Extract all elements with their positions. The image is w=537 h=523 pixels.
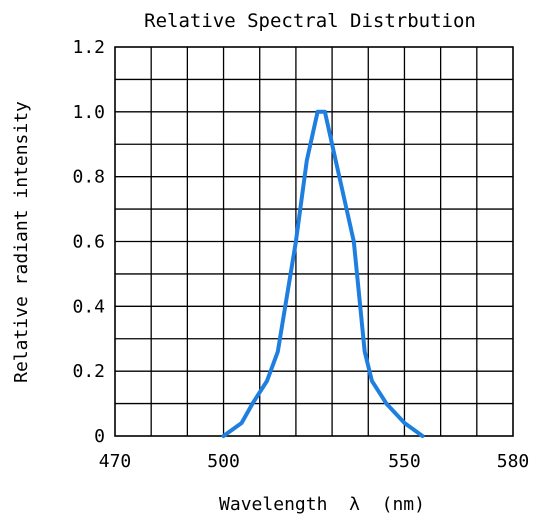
y-tick-label: 0.6 [72,232,105,253]
y-tick-label: 1.2 [72,37,105,58]
y-tick-label: 1.0 [72,102,105,123]
y-tick-label: 0 [94,426,105,447]
y-tick-label: 0.2 [72,361,105,382]
series-line [221,109,425,438]
chart-title: Relative Spectral Distrbution [144,10,476,32]
x-axis-label: Wavelength λ (nm) [219,494,425,515]
x-tick-label: 550 [388,451,421,472]
y-axis-ticks: 0 0.2 0.4 0.6 0.8 1.0 1.2 [72,37,105,447]
x-tick-label: 580 [497,451,530,472]
grid [115,47,513,436]
y-tick-label: 0.4 [72,296,105,317]
x-axis-ticks: 470 500 550 580 [99,451,530,472]
y-axis-label: Relative radiant intensity [11,101,32,383]
x-tick-label: 500 [207,451,240,472]
x-tick-label: 470 [99,451,132,472]
plot-frame [114,46,514,437]
y-tick-label: 0.8 [72,167,105,188]
series-layer [221,109,425,438]
